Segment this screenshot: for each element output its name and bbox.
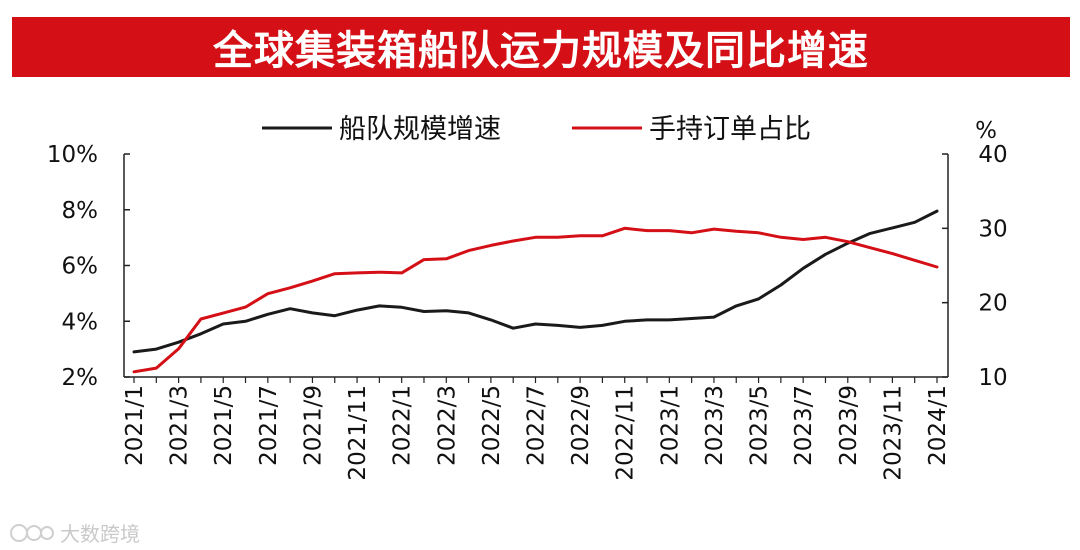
watermark-text: 大数跨境	[60, 522, 140, 546]
right-y-tick-label: 40	[978, 142, 1007, 168]
right-y-tick-label: 10	[978, 365, 1007, 391]
series-layer	[132, 209, 939, 374]
x-tick-label: 2023/11	[880, 385, 906, 481]
left-y-tick-label: 10%	[47, 142, 98, 168]
x-tick-label: 2022/7	[524, 385, 550, 466]
orderbook-ratio-series-line	[132, 226, 939, 374]
x-tick-label: 2023/3	[702, 385, 728, 466]
x-tick-label: 2023/5	[747, 385, 773, 466]
x-tick-label: 2021/5	[211, 385, 237, 466]
x-tick-label: 2021/7	[256, 385, 282, 466]
left-y-tick-label: 4%	[62, 309, 99, 335]
x-tick-label: 2021/11	[345, 385, 371, 481]
x-tick-label: 2021/3	[167, 385, 193, 466]
x-tick-label: 2023/1	[657, 385, 683, 466]
chart-title: 全球集装箱船队运力规模及同比增速	[213, 28, 869, 74]
watermark-logo-icon	[10, 523, 54, 542]
fleet-growth-series-line	[132, 209, 939, 354]
x-tick-label: 2023/7	[791, 385, 817, 466]
left-y-tick-label: 8%	[62, 198, 99, 224]
x-tick-label: 2023/9	[836, 385, 862, 466]
x-tick-label: 2022/11	[613, 385, 639, 481]
x-tick-label: 2024/1	[925, 385, 951, 466]
x-tick-label: 2022/3	[434, 385, 460, 466]
x-tick-label: 2021/9	[300, 385, 326, 466]
x-tick-label: 2021/1	[122, 385, 148, 466]
axes-layer: 2% 4% 6% 8% 10% 10 20 30 40% 2021/1 2021/3 2021/5 20…	[47, 118, 1008, 481]
right-y-unit-label: %	[975, 118, 997, 144]
left-y-tick-label: 2%	[62, 365, 99, 391]
left-y-tick-label: 6%	[62, 254, 99, 280]
legend: 船队规模增速 手持订单占比	[262, 114, 811, 145]
x-tick-label: 2022/5	[479, 385, 505, 466]
legend-label: 手持订单占比	[649, 114, 811, 145]
right-y-tick-label: 20	[978, 291, 1007, 317]
watermark: 大数跨境	[10, 518, 140, 547]
chart-title-bar: 全球集装箱船队运力规模及同比增速	[12, 17, 1070, 77]
right-y-tick-label: 30	[978, 216, 1007, 242]
x-tick-label: 2022/1	[390, 385, 416, 466]
x-tick-label: 2022/9	[568, 385, 594, 466]
legend-label: 船队规模增速	[339, 114, 501, 145]
